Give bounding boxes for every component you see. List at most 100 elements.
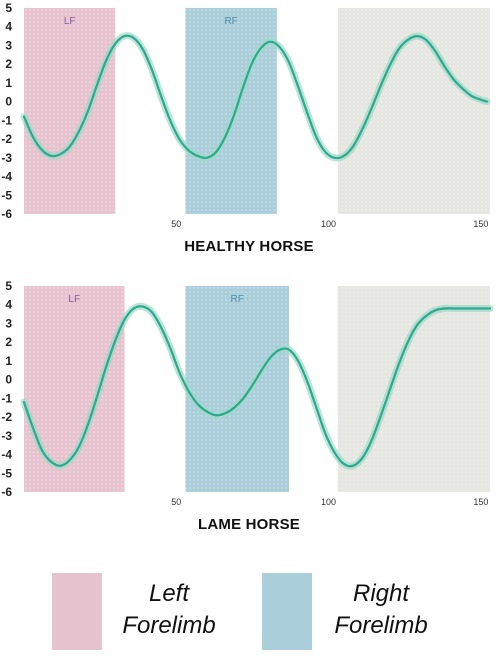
data-point: [453, 308, 454, 309]
data-point: [106, 60, 107, 61]
data-point: [142, 306, 143, 307]
data-point: [151, 312, 152, 313]
data-point: [23, 402, 24, 403]
data-point: [288, 62, 289, 63]
data-point: [389, 390, 390, 391]
data-point: [60, 153, 61, 154]
data-point: [206, 411, 207, 412]
y-tick-label: -1: [1, 113, 12, 127]
data-point: [51, 461, 52, 462]
y-tick-label: 5: [5, 1, 12, 15]
lame-horse-title: LAME HORSE: [197, 516, 300, 533]
region-label-lf: LF: [64, 16, 76, 27]
data-point: [279, 349, 280, 350]
data-point: [453, 79, 454, 80]
legend-label-right-forelimb: Right Forelimb: [306, 578, 456, 642]
y-tick-label: -3: [1, 151, 12, 165]
data-point: [288, 349, 289, 350]
data-point: [197, 155, 198, 156]
y-tick-label: 1: [5, 354, 12, 368]
legend-swatch-right-forelimb: [262, 573, 312, 650]
data-point: [179, 372, 180, 373]
region-rf: [185, 8, 277, 214]
region-label-lf: LF: [68, 294, 80, 305]
series-line: [22, 34, 489, 160]
data-point: [435, 310, 436, 311]
data-point: [51, 155, 52, 156]
legend-label-left-forelimb: Left Forelimb: [94, 578, 244, 642]
data-point: [96, 396, 97, 397]
lame-horse-plot: LF RF 5 4 3 2 1 0 -1 -2 -3 -4 -5 -6 50 100 150: [1, 279, 494, 507]
y-tick-label: 0: [5, 95, 12, 109]
data-point: [133, 308, 134, 309]
data-point: [261, 370, 262, 371]
data-point: [380, 416, 381, 417]
data-point: [33, 137, 34, 138]
data-point: [444, 308, 445, 309]
data-point: [142, 49, 143, 50]
data-point: [416, 35, 417, 36]
data-point: [124, 35, 125, 36]
y-tick-label: 0: [5, 373, 12, 387]
lame-horse-chart: LF RF 5 4 3 2 1 0 -1 -2 -3 -4 -5 -6 50 100 150: [0, 278, 498, 510]
healthy-horse-chart: LF RF 5 4 3 2 1 0 -1 -2 -3 -4 -5 -6 50 100 150: [0, 0, 498, 232]
y-tick-label: 2: [5, 335, 12, 349]
data-point: [361, 129, 362, 130]
data-point: [224, 137, 225, 138]
data-point: [435, 50, 436, 51]
y-tick-label: -2: [1, 410, 12, 424]
data-point: [471, 95, 472, 96]
data-point: [444, 65, 445, 66]
data-point: [69, 460, 70, 461]
region-rf: [185, 286, 289, 492]
data-point: [425, 315, 426, 316]
data-point: [352, 465, 353, 466]
data-point: [96, 84, 97, 85]
legend-swatch-left-forelimb: [52, 573, 102, 650]
data-point: [486, 101, 487, 102]
data-point: [60, 465, 61, 466]
data-point: [243, 86, 244, 87]
data-point: [115, 340, 116, 341]
data-point: [133, 37, 134, 38]
y-tick-label: -1: [1, 391, 12, 405]
y-tick-label: 3: [5, 316, 12, 330]
data-point: [206, 157, 207, 158]
legend-left-line1: Left: [148, 580, 190, 607]
data-point: [170, 120, 171, 121]
data-point: [42, 450, 43, 451]
data-point: [325, 433, 326, 434]
y-tick-label: -5: [1, 188, 12, 202]
data-point: [462, 308, 463, 309]
region-label-rf: RF: [231, 294, 244, 305]
data-point: [188, 150, 189, 151]
region-neutral: [337, 286, 490, 492]
data-point: [352, 146, 353, 147]
data-point: [179, 138, 180, 139]
x-tick-label: 50: [171, 497, 181, 507]
data-point: [106, 366, 107, 367]
data-point: [343, 155, 344, 156]
data-point: [270, 357, 271, 358]
data-point: [334, 157, 335, 158]
data-point: [425, 39, 426, 40]
series-line: [22, 305, 492, 468]
y-tick-label: 4: [5, 298, 12, 312]
data-point: [325, 152, 326, 153]
data-point: [78, 131, 79, 132]
y-tick-label: -2: [1, 132, 12, 146]
y-tick-label: 1: [5, 76, 12, 90]
y-tick-label: -6: [1, 485, 12, 499]
data-point: [398, 49, 399, 50]
data-point: [343, 463, 344, 464]
region-lf: [24, 8, 116, 214]
data-point: [307, 112, 308, 113]
legend-right-line2: Forelimb: [334, 612, 428, 639]
data-point: [23, 116, 24, 117]
data-point: [316, 137, 317, 138]
data-point: [197, 403, 198, 404]
data-point: [215, 415, 216, 416]
data-point: [224, 413, 225, 414]
data-point: [69, 146, 70, 147]
data-point: [489, 308, 490, 309]
